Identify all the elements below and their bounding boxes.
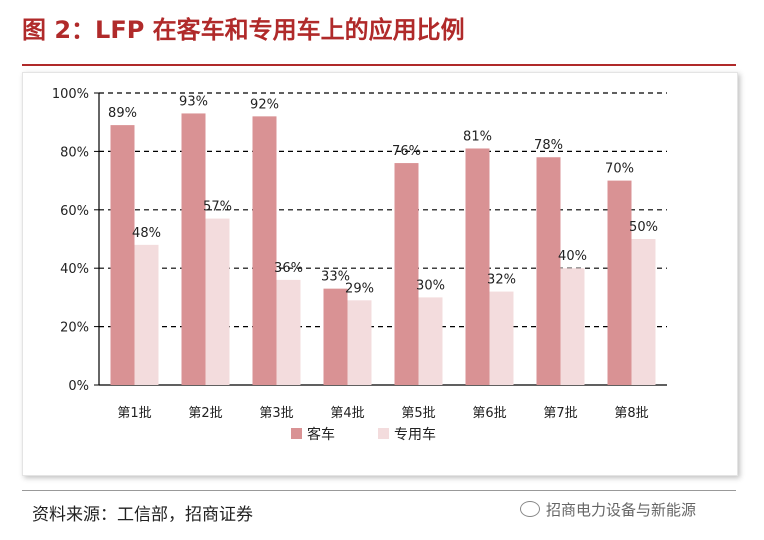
data-label: 40% (558, 249, 587, 264)
data-label: 78% (534, 138, 563, 153)
bar-special (489, 291, 514, 385)
data-label: 93% (179, 94, 208, 109)
y-tick-label: 0% (68, 379, 89, 394)
data-label: 33% (321, 270, 350, 285)
legend-label-bus: 客车 (307, 426, 335, 443)
bar-special (560, 268, 585, 385)
source-divider (22, 490, 736, 491)
x-category-label: 第3批 (259, 406, 293, 421)
x-category-label: 第5批 (401, 406, 435, 421)
bar-bus (181, 113, 206, 385)
bar-special (418, 297, 443, 385)
chart-title: 图 2：LFP 在客车和专用车上的应用比例 (22, 16, 465, 44)
x-category-label: 第1批 (117, 406, 151, 421)
data-label: 70% (605, 162, 634, 177)
data-label: 36% (274, 261, 303, 276)
data-label: 29% (345, 281, 374, 296)
y-tick-label: 20% (60, 321, 89, 336)
y-tick-label: 40% (60, 262, 89, 277)
x-category-label: 第4批 (330, 406, 364, 421)
legend-swatch-bus (291, 428, 302, 439)
watermark-text: 招商电力设备与新能源 (546, 500, 697, 519)
bar-special (631, 239, 656, 385)
data-label: 92% (250, 97, 279, 112)
bar-special (134, 244, 159, 385)
bar-bus (252, 116, 277, 386)
bar-bus (110, 125, 135, 385)
y-tick-label: 80% (60, 145, 89, 160)
bar-bus (323, 288, 348, 385)
data-label: 50% (629, 220, 658, 235)
x-category-label: 第8批 (614, 406, 648, 421)
bar-special (347, 300, 372, 385)
data-label: 30% (416, 278, 445, 293)
x-category-label: 第7批 (543, 406, 577, 421)
bar-bus (536, 157, 561, 385)
legend-label-special: 专用车 (394, 426, 436, 443)
data-label: 89% (108, 106, 137, 121)
data-label: 32% (487, 273, 516, 288)
title-divider (22, 64, 736, 66)
data-label: 81% (463, 129, 492, 144)
bar-bus (607, 180, 632, 385)
bar-bus (394, 163, 419, 385)
x-category-label: 第6批 (472, 406, 506, 421)
legend-swatch-special (378, 428, 389, 439)
x-category-label: 第2批 (188, 406, 222, 421)
bar-bus (465, 148, 490, 385)
data-label: 57% (203, 200, 232, 215)
data-label: 48% (132, 226, 161, 241)
wechat-icon (520, 501, 540, 517)
bar-chart: 0% 20% 40% 60% 80% 100% 89% 48% 第1批 93% 57% 第2批 92% 3… (52, 87, 667, 443)
y-tick-label: 60% (60, 204, 89, 219)
bar-special (205, 218, 230, 385)
bar-special (276, 279, 301, 385)
data-label: 76% (392, 144, 421, 159)
y-tick-label: 100% (52, 87, 89, 102)
watermark: 招商电力设备与新能源 (520, 496, 696, 522)
source-note: 资料来源：工信部，招商证券 (32, 505, 253, 525)
chart-panel: 0% 20% 40% 60% 80% 100% 89% 48% 第1批 93% 57% 第2批 92% 3… (22, 72, 738, 476)
